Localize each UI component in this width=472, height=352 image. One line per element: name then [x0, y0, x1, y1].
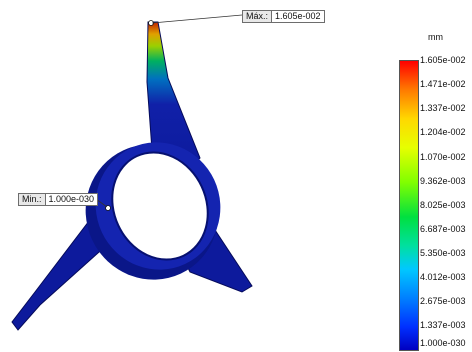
- legend-tick: 2.675e-003: [420, 296, 466, 306]
- legend-tick: 1.070e-002: [420, 152, 466, 162]
- legend-unit: mm: [428, 32, 443, 42]
- legend-tick: 1.471e-002: [420, 79, 466, 89]
- max-probe-tag: Máx.:: [242, 10, 273, 23]
- max-leader-line: [151, 14, 243, 24]
- max-probe-value: 1.605e-002: [272, 10, 325, 23]
- min-probe-tag: Min.:: [18, 193, 46, 206]
- legend-tick: 1.337e-002: [420, 103, 466, 113]
- legend-tick: 5.350e-003: [420, 248, 466, 258]
- legend-tick: 1.337e-003: [420, 320, 466, 330]
- legend-tick: 6.687e-003: [420, 224, 466, 234]
- legend-tick: 4.012e-003: [420, 272, 466, 282]
- legend-tick: 8.025e-003: [420, 200, 466, 210]
- max-probe-label[interactable]: Máx.: 1.605e-002: [242, 10, 325, 23]
- legend-tick: 9.362e-003: [420, 176, 466, 186]
- legend-tick: 1.605e-002: [420, 55, 466, 65]
- legend-colorbar: [399, 60, 419, 351]
- min-probe-value: 1.000e-030: [45, 193, 99, 206]
- min-probe-label[interactable]: Min.: 1.000e-030: [18, 193, 99, 206]
- legend-tick: 1.000e-030: [420, 338, 466, 348]
- legend-tick: 1.204e-002: [420, 127, 466, 137]
- ring-hub: [85, 142, 221, 280]
